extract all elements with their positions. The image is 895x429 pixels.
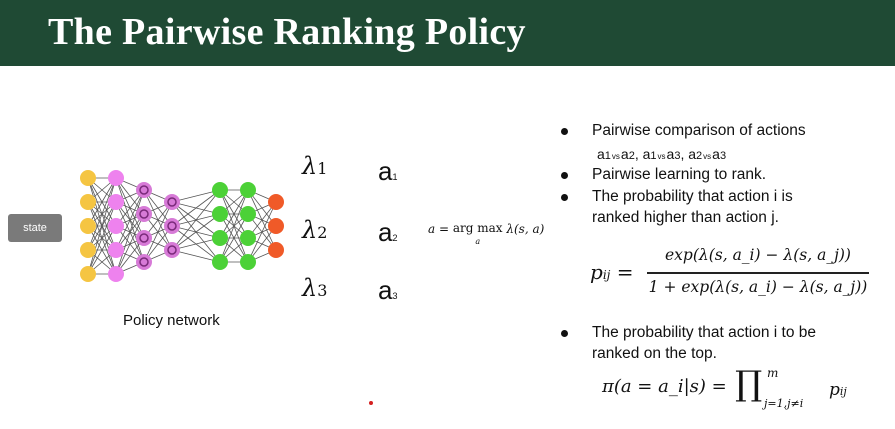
network-node-layer-1 — [80, 194, 96, 210]
network-node-layer-5 — [212, 182, 228, 198]
lambda-1: λ1 — [302, 152, 328, 180]
formula-pi-lower: j=1,j≠i — [764, 397, 804, 410]
bullet-3-cont: ranked higher than action j. — [592, 209, 779, 226]
bullet-dot-4 — [561, 330, 568, 337]
bullet-1: Pairwise comparison of actions — [592, 122, 806, 139]
state-label: state — [23, 222, 47, 234]
bullet-dot-1 — [561, 128, 568, 135]
network-node-layer-1 — [80, 218, 96, 234]
network-node-layer-4 — [164, 218, 180, 234]
network-node-ring — [167, 221, 177, 231]
network-node-layer-3 — [136, 254, 152, 270]
bullet-2: Pairwise learning to rank. — [592, 166, 767, 183]
network-node-layer-3 — [136, 230, 152, 246]
network-edge — [87, 177, 117, 251]
network-node-layer-6 — [240, 230, 256, 246]
network-node-layer-6 — [240, 206, 256, 222]
pointer-dot — [369, 401, 373, 405]
network-edge — [171, 249, 221, 263]
argmax-formula: a = arg max a λ(s, a) — [428, 221, 545, 246]
slide-header: The Pairwise Ranking Policy — [0, 0, 895, 66]
network-edge — [171, 237, 221, 251]
pair-1: a1vsa2 — [597, 146, 635, 162]
network-edge — [219, 189, 249, 263]
network-node-layer-2 — [108, 194, 124, 210]
network-node-layer-7 — [268, 242, 284, 258]
network-edge — [87, 201, 117, 275]
network-edge — [247, 201, 277, 263]
network-label: Policy network — [123, 312, 220, 329]
network-node-ring — [139, 209, 149, 219]
network-node-layer-4 — [164, 242, 180, 258]
network-node-layer-2 — [108, 242, 124, 258]
bullet-3: The probability that action i is — [592, 188, 793, 205]
network-node-layer-1 — [80, 170, 96, 186]
network-node-layer-5 — [212, 254, 228, 270]
network-edge — [115, 213, 145, 275]
network-node-ring — [139, 233, 149, 243]
network-edge — [87, 225, 117, 275]
action-2: a2 — [378, 217, 398, 247]
network-node-layer-3 — [136, 182, 152, 198]
formula-pi-term: pij — [829, 380, 847, 400]
network-node-layer-6 — [240, 182, 256, 198]
formula-p-fraction-bar — [647, 272, 869, 274]
network-edge — [219, 213, 249, 263]
lambda-2: λ2 — [302, 216, 328, 244]
slide-body: state Policy network λ1 λ2 λ3 a1 a2 a3 a… — [0, 66, 895, 429]
policy-network-diagram — [80, 170, 284, 282]
network-edge — [115, 189, 145, 275]
network-node-ring — [167, 245, 177, 255]
network-edge — [171, 189, 221, 227]
network-node-layer-1 — [80, 266, 96, 282]
formula-pi-lhs: π(a = a_i|s) = — [602, 376, 727, 397]
network-node-layer-7 — [268, 218, 284, 234]
network-node-layer-6 — [240, 254, 256, 270]
network-edge — [87, 177, 117, 227]
bullet-4-cont: ranked on the top. — [592, 345, 717, 362]
state-box: state — [8, 214, 62, 242]
network-node-ring — [139, 185, 149, 195]
action-3: a3 — [378, 275, 398, 305]
formula-p-denominator: 1 + exp(λ(s, a_i) − λ(s, a_j)) — [648, 278, 868, 296]
network-edge — [171, 189, 221, 251]
action-1: a1 — [378, 156, 398, 186]
network-node-ring — [167, 197, 177, 207]
pair-3: a2vsa3 — [688, 146, 727, 162]
network-edge — [171, 189, 221, 203]
network-node-layer-3 — [136, 206, 152, 222]
network-node-layer-2 — [108, 266, 124, 282]
network-node-layer-5 — [212, 230, 228, 246]
network-node-layer-1 — [80, 242, 96, 258]
network-edge — [87, 177, 117, 275]
formula-p-lhs: pij = — [590, 260, 634, 284]
network-edge — [143, 201, 173, 263]
network-node-layer-2 — [108, 218, 124, 234]
network-node-layer-5 — [212, 206, 228, 222]
network-node-layer-2 — [108, 170, 124, 186]
network-node-layer-4 — [164, 194, 180, 210]
bullet-4: The probability that action i to be — [592, 324, 817, 341]
network-nodes — [80, 170, 284, 282]
network-edge — [219, 189, 249, 239]
formula-p-numerator: exp(λ(s, a_i) − λ(s, a_j)) — [665, 246, 851, 264]
formula-pi-upper: m — [767, 366, 779, 380]
network-edge — [171, 213, 221, 251]
formula-pi-product: ∏ — [735, 364, 763, 404]
lambda-3: λ3 — [302, 274, 328, 302]
pairs-line: a1vsa2, a1vsa3, a2vsa3 — [597, 146, 727, 162]
network-edge — [115, 189, 145, 251]
slide-title: The Pairwise Ranking Policy — [48, 11, 526, 53]
bullet-dot-2 — [561, 172, 568, 179]
network-node-ring — [139, 257, 149, 267]
network-node-layer-7 — [268, 194, 284, 210]
bullet-dot-3 — [561, 194, 568, 201]
pair-2: a1vsa3 — [642, 146, 681, 162]
